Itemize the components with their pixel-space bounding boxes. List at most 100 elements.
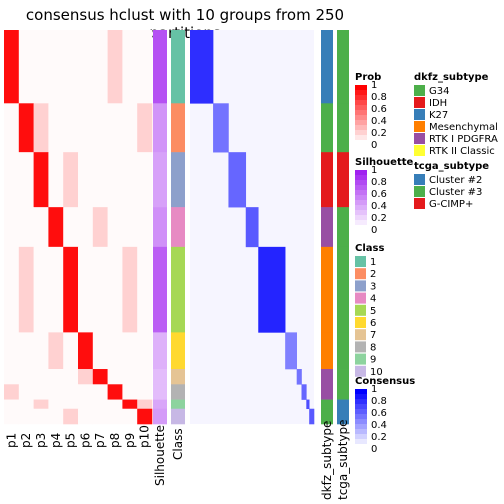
silhouette-legend-tick: 0.2 [371, 213, 387, 224]
class-column-label: Class [171, 428, 185, 460]
dkfz-subtype-legend-label: IDH [429, 98, 447, 109]
prob-column-label: p6 [78, 433, 92, 448]
dkfz-subtype-legend-swatch [414, 121, 425, 132]
class-cell [171, 152, 185, 208]
consensus-block [301, 384, 307, 400]
prob-cell [18, 246, 34, 333]
tcga-subtype-cell [337, 246, 349, 333]
class-legend-label: 1 [370, 257, 376, 268]
silhouette-cell [153, 408, 167, 425]
silhouette-legend-swatch [355, 195, 367, 201]
prob-cell [33, 399, 49, 410]
class-legend-label: 6 [370, 318, 376, 329]
prob-cell [63, 246, 79, 333]
prob-cell [18, 152, 34, 208]
prob-cell [4, 384, 20, 400]
prob-cell [107, 384, 123, 400]
dkfz-subtype-legend-label: RTK II Classic [429, 146, 495, 157]
consensus-block [309, 408, 315, 425]
dkfz-subtype-legend-label: Mesenchymal [429, 122, 498, 133]
prob-cell [4, 246, 20, 333]
prob-cell [107, 369, 123, 385]
dkfz-subtype-cell [321, 408, 333, 425]
prob-cell [137, 152, 153, 208]
prob-cell [33, 246, 49, 333]
class-legend-swatch [355, 341, 366, 353]
prob-column-label: p8 [108, 433, 122, 448]
prob-legend-swatch [355, 120, 367, 126]
prob-cell [18, 103, 34, 153]
prob-cell [122, 408, 138, 425]
class-cell [171, 207, 185, 248]
consensus-block [258, 246, 286, 333]
prob-cell [107, 246, 123, 333]
prob-cell [122, 207, 138, 248]
silhouette-legend-tick: 0.4 [371, 201, 387, 212]
dkfz-subtype-column-label: dkfz_subtype [320, 421, 334, 500]
consensus-legend-swatch [355, 414, 367, 420]
prob-cell [33, 369, 49, 385]
prob-cell [63, 369, 79, 385]
prob-cell [18, 332, 34, 370]
consensus-legend-tick: 0 [371, 444, 377, 455]
class-cell [171, 103, 185, 153]
silhouette-cell [153, 103, 167, 153]
class-legend-swatch [355, 280, 366, 292]
prob-cell [63, 152, 79, 208]
dkfz-subtype-legend-label: G34 [429, 86, 449, 97]
prob-cell [63, 384, 79, 400]
consensus-legend-tick: 0.2 [371, 432, 387, 443]
prob-cell [122, 246, 138, 333]
prob-column-label: p5 [64, 433, 78, 448]
prob-cell [33, 332, 49, 370]
prob-cell [33, 408, 49, 425]
silhouette-legend-swatch [355, 210, 367, 216]
tcga-subtype-legend-label: G-CIMP+ [429, 199, 473, 210]
dkfz-subtype-cell [321, 332, 333, 370]
consensus-legend-tick: 0.8 [371, 396, 387, 407]
class-legend-swatch [355, 268, 366, 280]
silhouette-legend-swatch [355, 185, 367, 191]
prob-legend-swatch [355, 85, 367, 91]
prob-legend-swatch [355, 100, 367, 106]
consensus-legend-tick: 0.6 [371, 408, 387, 419]
dkfz-subtype-cell [321, 369, 333, 385]
class-legend-label: 8 [370, 342, 376, 353]
consensus-block [285, 332, 297, 370]
prob-cell [18, 30, 34, 104]
prob-cell [78, 30, 94, 104]
prob-cell [18, 384, 34, 400]
tcga-subtype-cell [337, 207, 349, 248]
prob-cell [137, 408, 153, 425]
silhouette-legend-swatch [355, 215, 367, 221]
consensus-block [245, 207, 259, 248]
silhouette-legend-swatch [355, 200, 367, 206]
class-cell [171, 332, 185, 370]
prob-column-label: p3 [34, 433, 48, 448]
consensus-block [190, 30, 214, 104]
prob-cell [48, 103, 64, 153]
silhouette-cell [153, 332, 167, 370]
prob-cell [63, 103, 79, 153]
prob-cell [78, 246, 94, 333]
prob-cell [63, 332, 79, 370]
class-cell [171, 384, 185, 400]
silhouette-cell [153, 369, 167, 385]
prob-cell [137, 399, 153, 410]
prob-cell [18, 399, 34, 410]
prob-cell [4, 399, 20, 410]
prob-cell [92, 369, 108, 385]
consensus-legend-swatch [355, 444, 367, 450]
prob-cell [122, 369, 138, 385]
prob-cell [92, 246, 108, 333]
prob-cell [92, 399, 108, 410]
dkfz-subtype-legend-label: K27 [429, 110, 448, 121]
prob-cell [48, 332, 64, 370]
silhouette-cell [153, 30, 167, 104]
prob-legend-swatch [355, 90, 367, 96]
consensus-legend-swatch [355, 409, 367, 415]
prob-legend-title: Prob [355, 72, 381, 83]
silhouette-legend-swatch [355, 225, 367, 231]
tcga-subtype-legend-label: Cluster #2 [429, 175, 482, 186]
silhouette-legend-swatch [355, 220, 367, 226]
